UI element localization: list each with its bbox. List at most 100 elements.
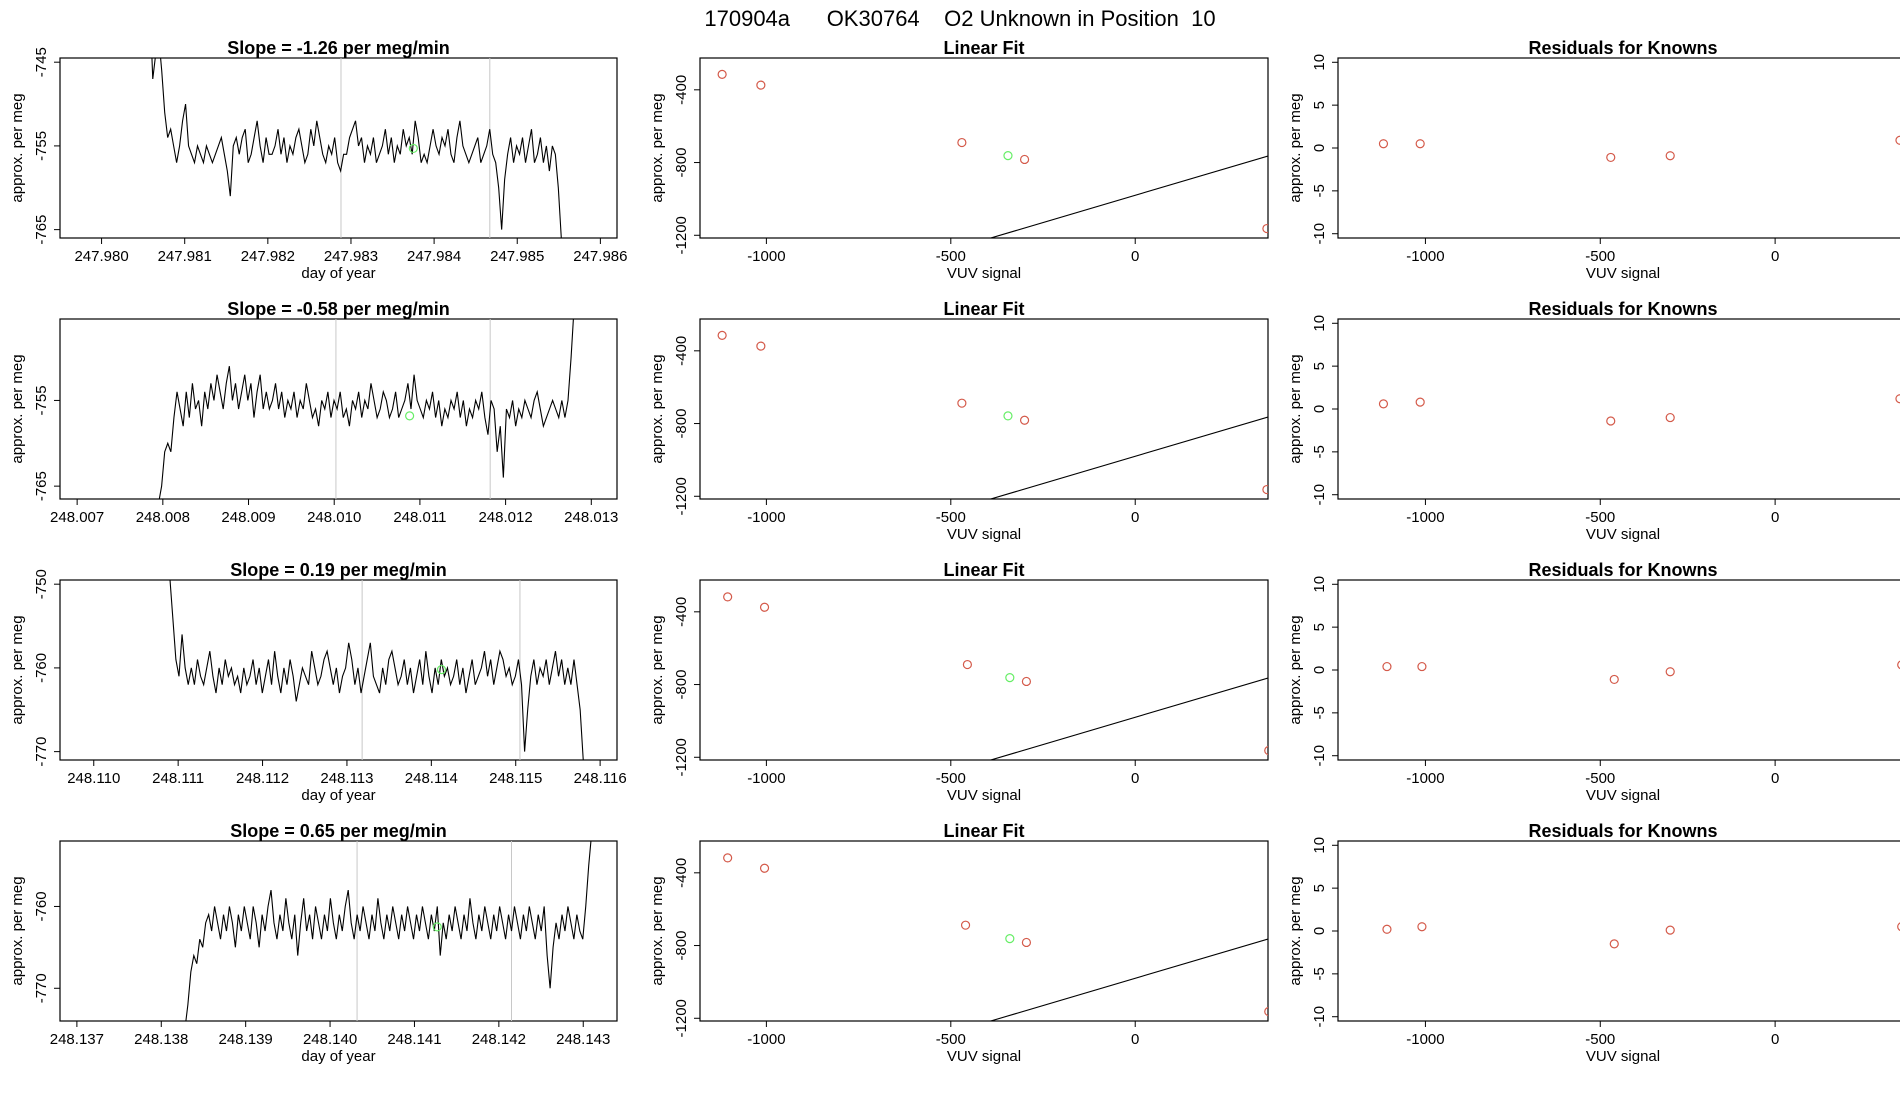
x-axis-label: day of year [301,1048,375,1065]
y-tick-label: -800 [673,931,690,961]
y-tick-label: -5 [1311,184,1328,197]
y-tick-label: -800 [673,670,690,700]
x-tick-label: 248.142 [472,1031,526,1048]
y-axis-label: approx. per meg [1287,354,1304,463]
known-point [1665,412,1675,423]
y-axis-label: approx. per meg [649,93,666,202]
plot-frame [699,57,1269,239]
y-tick-label: -400 [673,858,690,888]
known-point [1264,746,1268,756]
y-tick-label: 10 [1311,54,1328,71]
x-tick-label: 248.143 [556,1031,610,1048]
chart-title: Slope = 0.65 per meg/min [230,821,447,841]
plot-frame [59,840,618,1022]
chart-panel: Linear Fit -1000 -500 0 VUV signal -400 -800 -1… [649,560,1269,804]
chart-title: Linear Fit [943,821,1024,841]
y-axis-label: approx. per meg [9,615,26,724]
y-tick-label: 10 [1311,576,1328,593]
unknown-point [405,411,415,421]
known-point [1264,1007,1268,1017]
plot-frame [59,579,618,761]
plot-area [717,69,1268,238]
chart-panel: Slope = -0.58 per meg/min 248.007 248.008 2… [9,299,618,526]
chart-panel: Linear Fit -1000 -500 0 VUV signal -400 -800 -1… [649,299,1269,543]
known-point [1606,152,1616,163]
chart-panel: Slope = -1.26 per meg/min 247.980 247.981 2… [9,38,627,282]
known-point [1665,667,1675,677]
x-axis-label: VUV signal [1586,1048,1660,1065]
x-axis-label: VUV signal [1586,787,1660,804]
x-tick-label: -500 [936,770,966,787]
y-tick-label: -10 [1311,1006,1328,1028]
known-point [960,920,971,930]
known-point [1382,661,1392,672]
chart-panel: Residuals for Knowns -1000 -500 0 VUV signal… [1287,560,1900,804]
y-tick-label: 5 [1311,362,1328,370]
y-tick-label: -765 [33,471,50,501]
x-tick-label: -1000 [1406,248,1444,265]
unknown-point [1003,411,1013,421]
known-point [723,592,733,602]
known-point [1378,139,1389,149]
plot-area [1378,394,1900,426]
x-tick-label: 248.011 [393,509,446,526]
x-axis-label: VUV signal [947,787,1021,804]
known-point [1417,922,1427,932]
x-tick-label: -500 [1585,248,1615,265]
y-tick-label: 0 [1311,927,1328,935]
x-tick-label: 248.140 [303,1031,357,1048]
y-tick-label: -400 [673,336,690,366]
plot-frame [59,57,618,239]
known-point [1417,661,1427,672]
x-tick-label: 248.115 [489,770,542,787]
y-tick-label: -10 [1311,745,1328,767]
series-line [169,580,584,760]
fit-line [988,416,1268,499]
unknown-point [432,922,442,932]
x-axis-label: VUV signal [1586,526,1660,543]
x-tick-label: 0 [1771,248,1779,265]
known-point [1609,939,1619,949]
chart-panel: Residuals for Knowns -1000 -500 0 VUV signal… [1287,38,1900,282]
chart-panel: Linear Fit -1000 -500 0 VUV signal -400 -800 -1… [649,38,1269,282]
x-tick-label: -1000 [1406,509,1444,526]
x-tick-label: 247.984 [407,248,461,265]
known-point [723,853,733,863]
x-tick-label: 248.139 [219,1031,273,1048]
chart-title: Residuals for Knowns [1528,38,1717,58]
x-axis-label: day of year [301,265,375,282]
y-axis-label: approx. per meg [649,354,666,463]
fit-line [988,938,1268,1021]
y-tick-label: 0 [1311,666,1328,674]
plot-frame [699,840,1269,1022]
unknown-point [1005,673,1015,683]
plot-area [1382,922,1900,949]
x-tick-label: 247.985 [490,248,544,265]
x-tick-label: -1000 [747,509,785,526]
y-tick-label: -10 [1311,484,1328,506]
x-axis-label: VUV signal [1586,265,1660,282]
x-tick-label: 248.113 [320,770,373,787]
known-point [759,863,770,873]
x-tick-label: -1000 [1406,770,1444,787]
y-tick-label: 0 [1311,405,1328,413]
x-tick-label: 248.114 [405,770,458,787]
known-point [1415,397,1425,407]
known-point [1019,154,1030,165]
x-tick-label: -500 [1585,1031,1615,1048]
known-point [717,330,727,340]
known-point [756,341,766,351]
y-tick-label: -1200 [673,738,690,776]
x-tick-label: 248.137 [50,1031,104,1048]
y-tick-label: 0 [1311,144,1328,152]
y-axis-label: approx. per meg [649,876,666,985]
x-tick-label: 248.141 [387,1031,441,1048]
chart-title: Linear Fit [943,38,1024,58]
x-tick-label: 248.009 [221,509,275,526]
chart-title: Slope = -0.58 per meg/min [227,299,450,319]
series-line [151,58,562,238]
known-point [1665,151,1675,161]
y-tick-label: -400 [673,597,690,627]
plot-frame [699,318,1269,500]
x-tick-label: -500 [936,248,966,265]
